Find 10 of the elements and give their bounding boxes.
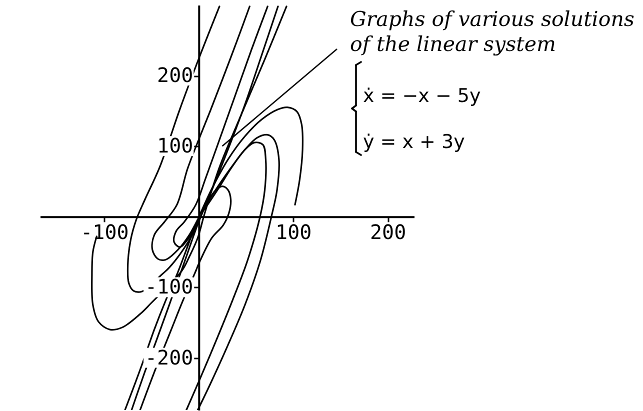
annotation: ẋ = −x − 5y [363,85,481,107]
y-tick-label: -200 [144,345,194,370]
y-tick-label: -100 [144,274,194,299]
x-tick-label: 200 [370,220,406,244]
annotation: Graphs of various solutions of the linear system [350,7,634,56]
y-tick-label: 200 [157,63,194,88]
x-tick-label: -100 [80,220,129,244]
y-tick-label: 100 [157,134,194,158]
x-tick-label: 100 [276,220,312,244]
annotation: ẏ = x + 3y [363,131,465,153]
